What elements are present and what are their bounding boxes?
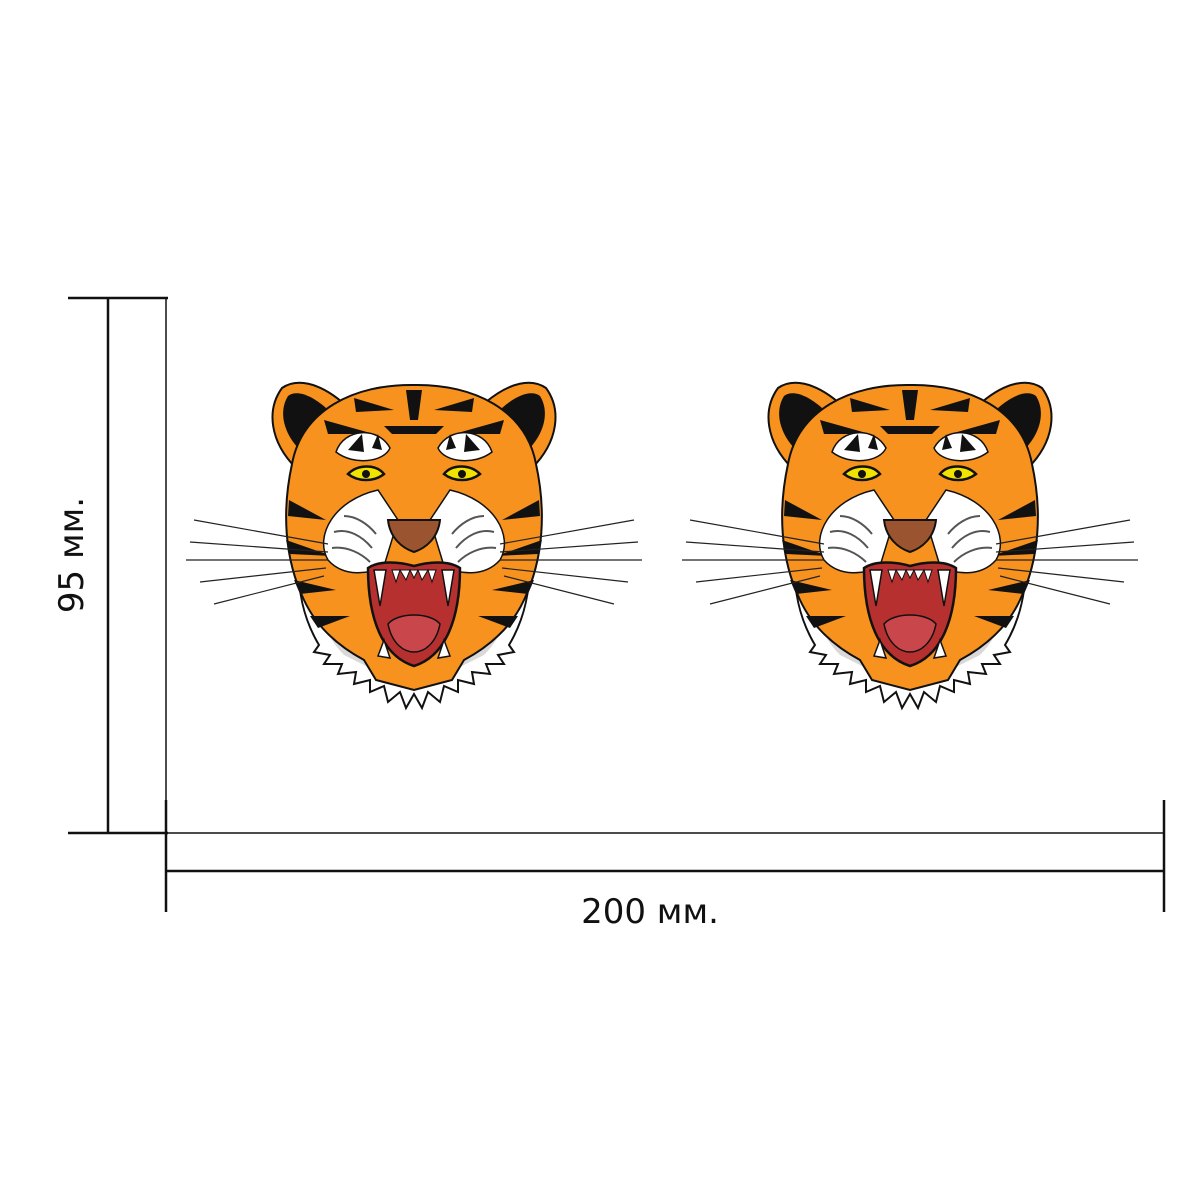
tiger-head-left	[184, 381, 644, 710]
width-dimension	[164, 800, 1166, 912]
height-label: 95 мм.	[52, 496, 92, 614]
width-label: 200 мм.	[581, 892, 719, 932]
height-dimension	[68, 296, 168, 835]
tiger-head-right	[680, 381, 1140, 710]
